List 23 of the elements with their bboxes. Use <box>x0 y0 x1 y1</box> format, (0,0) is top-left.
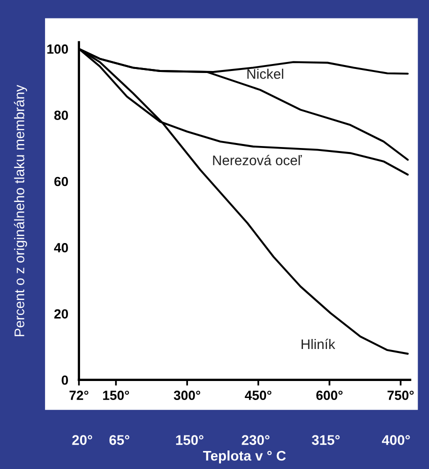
x-tick-label: 72° <box>70 390 88 400</box>
x2-tick-label: 400° <box>382 435 410 445</box>
y-tick-label: 20 <box>54 309 68 319</box>
y-tick-label: 60 <box>54 176 68 186</box>
series-label: Nerezová oceľ <box>213 154 302 166</box>
x2-tick-label: 20° <box>72 435 92 445</box>
x-tick-label: 750° <box>388 390 414 400</box>
x2-tick-label: 65° <box>109 435 130 445</box>
x-tick-label: 300° <box>174 390 200 400</box>
x-tick-label: 600° <box>316 390 343 400</box>
y-tick-label: 100 <box>47 44 68 54</box>
x2-axis-title: Teplota v ° C <box>203 450 286 464</box>
series-label: Nickel <box>247 68 284 79</box>
x2-tick-label: 315° <box>312 435 340 445</box>
y-axis-title: Percent o z originálneho tlaku membrány <box>14 84 28 336</box>
x2-tick-label: 230° <box>242 435 270 445</box>
y-tick-label: 0 <box>62 375 68 385</box>
y-tick-label: 80 <box>54 110 68 120</box>
x-tick-label: 450° <box>244 390 272 400</box>
x2-tick-label: 150° <box>176 435 204 445</box>
series-label: Hliník <box>302 338 336 350</box>
x-tick-label: 150° <box>103 390 130 400</box>
y-tick-label: 40 <box>54 243 68 252</box>
